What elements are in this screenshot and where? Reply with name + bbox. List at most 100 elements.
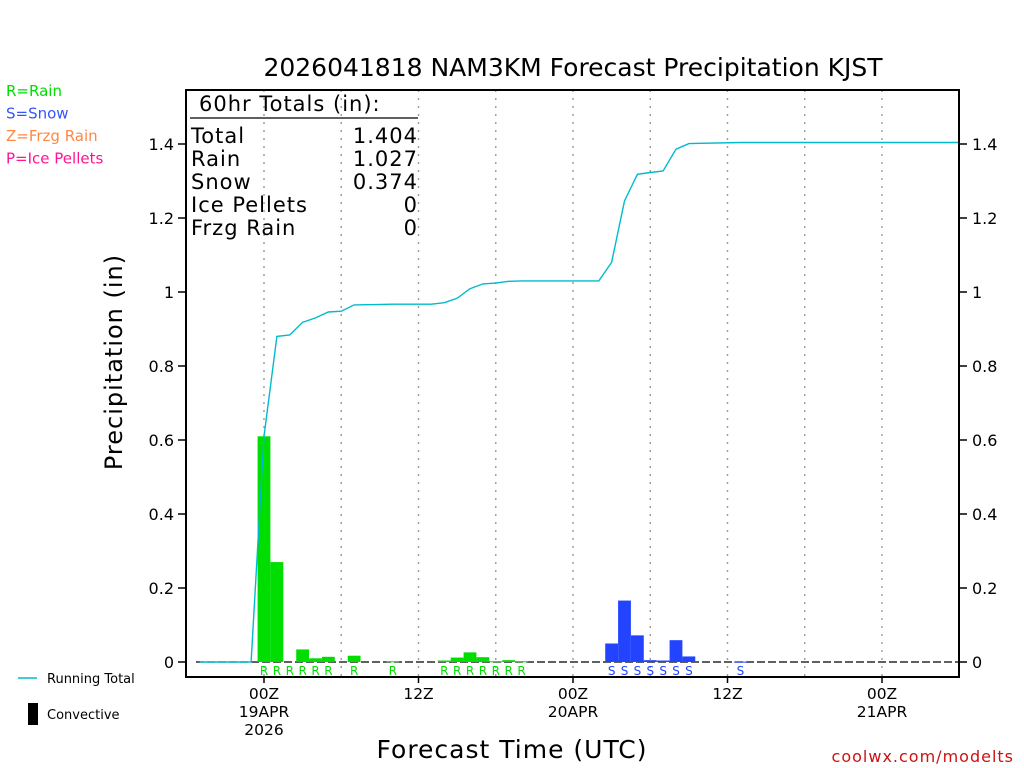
x-tick-label: 21APR bbox=[857, 703, 908, 721]
bar-rain-h5 bbox=[321, 656, 335, 662]
type-marker-h37: S bbox=[737, 664, 745, 678]
series-legend: Running Total Convective bbox=[18, 672, 135, 725]
totals-value: 0.374 bbox=[353, 170, 418, 194]
totals-label: Snow bbox=[191, 170, 252, 194]
totals-header: 60hr Totals (in): bbox=[199, 92, 381, 116]
bar-rain-h19 bbox=[502, 660, 516, 662]
bar-rain-h17 bbox=[476, 657, 490, 662]
y-tick-label-left: 0.2 bbox=[149, 579, 174, 598]
totals-value: 1.027 bbox=[353, 147, 418, 171]
type-marker-h2: R bbox=[286, 664, 294, 678]
x-tick-label: 20APR bbox=[548, 703, 599, 721]
series-legend-label: Running Total bbox=[47, 672, 135, 687]
x-axis-title: Forecast Time (UTC) bbox=[377, 735, 648, 764]
type-marker-h15: R bbox=[453, 664, 461, 678]
legend-snow: S=Snow bbox=[6, 105, 69, 123]
bar-rain-h18 bbox=[489, 661, 503, 663]
x-tick-label: 00Z bbox=[867, 685, 897, 703]
y-axes: 0 00.2 0.20.4 0.40.6 0.60.8 0.81 11.2 1.21.4 1.4 bbox=[149, 135, 998, 672]
type-marker-h4: R bbox=[311, 664, 319, 678]
bar-snow-h32 bbox=[669, 640, 683, 662]
y-tick-label-left: 0 bbox=[164, 653, 174, 672]
type-marker-h5: R bbox=[324, 664, 332, 678]
totals-value: 1.404 bbox=[353, 124, 418, 148]
bar-snow-h37 bbox=[733, 661, 747, 663]
totals-label: Frzg Rain bbox=[191, 216, 296, 240]
type-marker-h7: R bbox=[350, 664, 358, 678]
bar-snow-h27 bbox=[605, 643, 619, 662]
bar-rain-h14 bbox=[437, 660, 451, 662]
type-marker-h17: R bbox=[479, 664, 487, 678]
bar-rain-h1 bbox=[270, 562, 284, 662]
bar-series bbox=[257, 436, 747, 663]
type-marker-h28: S bbox=[621, 664, 629, 678]
y-tick-label-right: 1 bbox=[972, 283, 982, 302]
legend-rain: R=Rain bbox=[6, 82, 62, 100]
y-tick-label-left: 0.6 bbox=[149, 431, 174, 450]
type-marker-h16: R bbox=[466, 664, 474, 678]
type-marker-h20: R bbox=[517, 664, 525, 678]
x-tick-label: 12Z bbox=[712, 685, 742, 703]
bar-rain-h0 bbox=[257, 436, 271, 662]
bar-snow-h28 bbox=[618, 600, 631, 662]
x-tick-label: 12Z bbox=[403, 685, 433, 703]
bar-rain-h16 bbox=[463, 652, 477, 662]
series-legend-bar-swatch bbox=[28, 703, 38, 725]
y-tick-label-left: 1.2 bbox=[149, 209, 174, 228]
x-tick-label: 2026 bbox=[244, 721, 283, 739]
grid bbox=[196, 90, 959, 677]
legend-ice-pellets: P=Ice Pellets bbox=[6, 150, 103, 168]
type-marker-h19: R bbox=[504, 664, 512, 678]
y-tick-label-right: 0.6 bbox=[972, 431, 997, 450]
type-marker-h32: S bbox=[672, 664, 680, 678]
x-tick-label: 19APR bbox=[239, 703, 290, 721]
bar-rain-h7 bbox=[347, 655, 361, 662]
y-tick-label-right: 0.8 bbox=[972, 357, 997, 376]
running-total-line bbox=[199, 141, 960, 663]
type-marker-h1: R bbox=[273, 664, 281, 678]
type-marker-h14: R bbox=[440, 664, 448, 678]
bar-snow-h31 bbox=[656, 660, 670, 662]
totals-value: 0 bbox=[404, 193, 418, 217]
bar-rain-h3 bbox=[296, 649, 310, 662]
type-marker-h0: R bbox=[260, 664, 268, 678]
totals-value: 0 bbox=[404, 216, 418, 240]
bar-snow-h30 bbox=[643, 660, 657, 662]
legend-frzg-rain: Z=Frzg Rain bbox=[6, 127, 98, 145]
series-legend-label: Convective bbox=[47, 708, 120, 723]
y-axis-title: Precipitation (in) bbox=[100, 254, 128, 470]
precip-type-legend: R=Rain S=Snow Z=Frzg Rain P=Ice Pellets bbox=[6, 82, 103, 168]
bar-snow-h29 bbox=[630, 635, 644, 662]
bar-rain-h20 bbox=[515, 661, 528, 663]
running-total-series bbox=[199, 141, 960, 663]
type-marker-h3: R bbox=[298, 664, 306, 678]
chart-title: 2026041818 NAM3KM Forecast Precipitation… bbox=[263, 53, 883, 82]
type-marker-h33: S bbox=[685, 664, 693, 678]
bar-snow-h33 bbox=[682, 656, 696, 662]
y-tick-label-right: 1.4 bbox=[972, 135, 997, 154]
bar-rain-h4 bbox=[309, 658, 322, 662]
x-tick-label: 00Z bbox=[249, 685, 279, 703]
y-tick-label-left: 1.4 bbox=[149, 135, 174, 154]
bar-rain-h10 bbox=[386, 661, 400, 663]
y-tick-label-left: 0.8 bbox=[149, 357, 174, 376]
x-tick-label: 00Z bbox=[558, 685, 588, 703]
y-tick-label-right: 0 bbox=[972, 653, 982, 672]
bar-rain-h15 bbox=[450, 657, 464, 662]
type-marker-h30: S bbox=[646, 664, 654, 678]
y-tick-label-left: 1 bbox=[164, 283, 174, 302]
type-marker-h29: S bbox=[634, 664, 642, 678]
totals-label: Total bbox=[190, 124, 245, 148]
watermark: coolwx.com/modelts bbox=[832, 747, 1014, 766]
type-marker-h10: R bbox=[389, 664, 397, 678]
type-marker-h27: S bbox=[608, 664, 616, 678]
y-tick-label-right: 0.2 bbox=[972, 579, 997, 598]
type-marker-h18: R bbox=[492, 664, 500, 678]
y-tick-label-left: 0.4 bbox=[149, 505, 174, 524]
y-tick-label-right: 1.2 bbox=[972, 209, 997, 228]
totals-label: Rain bbox=[191, 147, 241, 171]
totals-label: Ice Pellets bbox=[191, 193, 308, 217]
